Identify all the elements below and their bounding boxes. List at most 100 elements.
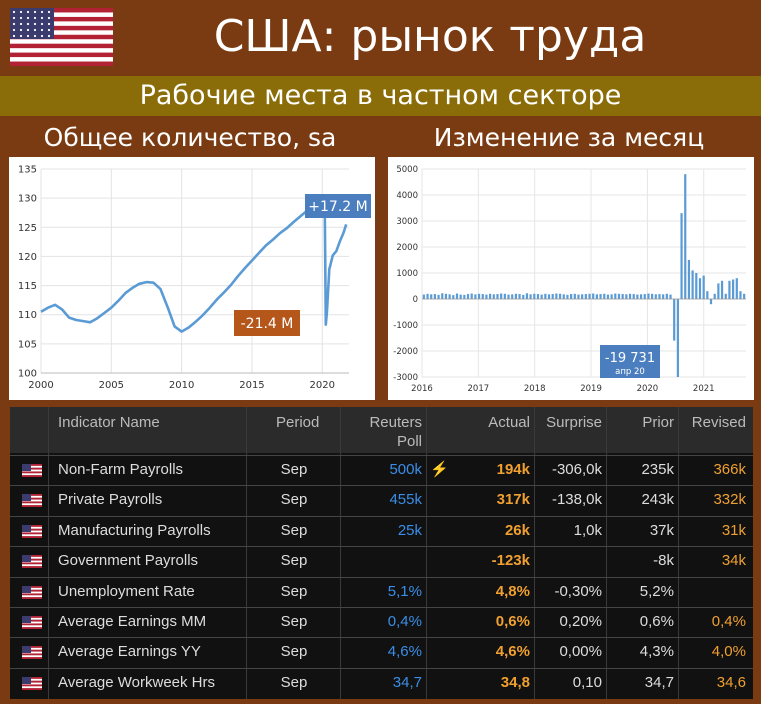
x-tick-label: 2020 [310, 380, 335, 391]
monthly-change-bar [448, 294, 451, 299]
x-tick-label: 2018 [524, 384, 546, 394]
header-period[interactable]: Period [276, 414, 320, 431]
monthly-change-bar [551, 294, 554, 299]
y-tick-label: 5000 [396, 165, 418, 175]
us-flag-icon [22, 494, 42, 508]
x-tick-label: 2021 [693, 384, 715, 394]
indicator-name: Average Workweek Hrs [58, 673, 216, 691]
table-row[interactable]: Average Earnings MM Sep 0,4% 0,6% 0,20% 0,6% 0… [10, 607, 753, 636]
monthly-change-bar [709, 299, 713, 305]
actual-cell: 4,6% [495, 643, 530, 661]
header-reuters-poll[interactable]: Reuters Poll [350, 413, 422, 451]
monthly-change-bar [706, 291, 709, 299]
surprise-cell: -306,0k [551, 461, 602, 478]
monthly-change-bar [507, 294, 510, 299]
table-row[interactable]: Manufacturing Payrolls Sep 25k 26k 1,0k 37k 31… [10, 515, 753, 545]
total-employment-chart: 100 105 110 115 120 125 130 135 2000 2005 2010 2015… [9, 157, 375, 400]
surprise-cell [534, 547, 602, 575]
revised-cell: 4,0% [711, 643, 746, 661]
reuters-poll-cell: 25k [397, 521, 422, 539]
monthly-change-bar [720, 280, 724, 299]
monthly-change-bar [735, 278, 738, 299]
header-reuters-poll-line2: Poll [396, 433, 422, 450]
monthly-change-bar [477, 293, 481, 299]
monthly-change-bar [592, 293, 595, 299]
monthly-change-bar [573, 293, 576, 299]
monthly-change-bar [441, 293, 444, 299]
actual-cell: -123k [491, 552, 530, 570]
table-row[interactable]: Non-Farm Payrolls Sep 500k 194k -306,0k 235k 3… [10, 455, 753, 484]
svg-text:-19 731: -19 731 [605, 351, 655, 366]
monthly-change-bar [691, 270, 694, 299]
monthly-change-bar [547, 294, 551, 299]
monthly-change-bar [632, 294, 635, 299]
callout-loss: -21.4 M [234, 310, 300, 336]
monthly-change-bar [581, 294, 584, 299]
revised-cell: 34k [721, 552, 746, 570]
surprise-cell: 0,20% [559, 613, 602, 630]
actual-cell: 0,6% [495, 613, 530, 630]
monthly-change-bar [455, 293, 459, 299]
left-chart-title: Общее количество, sa [43, 123, 337, 152]
y-tick-label: 135 [18, 165, 37, 176]
y-tick-label: 115 [18, 281, 37, 292]
us-flag-icon [22, 676, 42, 690]
prior-cell: -8k [653, 552, 674, 570]
header-revised[interactable]: Revised [691, 414, 746, 431]
y-tick-label: 0 [413, 295, 418, 305]
x-tick-label: 2005 [99, 380, 124, 391]
monthly-change-bar [555, 293, 558, 299]
monthly-change-bar [496, 294, 499, 299]
us-flag-icon [22, 524, 42, 538]
y-tick-label: 3000 [396, 217, 418, 227]
y-tick-label: -1000 [393, 321, 418, 331]
monthly-change-bar [680, 213, 683, 299]
period-cell: Sep [280, 552, 308, 570]
monthly-change-bar [687, 260, 691, 299]
table-row[interactable]: Average Earnings YY Sep 4,6% 4,6% 0,00% 4,3% 4… [10, 637, 753, 666]
monthly-change-bar [492, 294, 495, 299]
header-prior[interactable]: Prior [642, 414, 674, 431]
indicator-name: Unemployment Rate [58, 582, 195, 600]
x-tick-label: 2019 [580, 384, 602, 394]
total-employment-plot: 100 105 110 115 120 125 130 135 2000 2005 2010 2015… [18, 165, 371, 391]
monthly-change-bar [665, 293, 668, 299]
monthly-change-bar [743, 293, 746, 299]
header-surprise[interactable]: Surprise [546, 414, 602, 431]
monthly-change-bar [654, 294, 657, 299]
monthly-change-bar [470, 293, 473, 299]
actual-cell: 317k [496, 491, 530, 509]
header-indicator-name[interactable]: Indicator Name [58, 414, 160, 431]
monthly-change-bar [422, 294, 425, 299]
monthly-change-bar [647, 293, 650, 299]
prior-cell: 34,7 [644, 673, 674, 691]
monthly-change-bar [628, 293, 632, 299]
revised-cell: 34,6 [716, 673, 746, 691]
period-cell: Sep [280, 461, 308, 478]
header-actual[interactable]: Actual [488, 414, 530, 431]
monthly-change-bar [610, 294, 613, 299]
table-row[interactable]: Government Payrolls Sep -123k -8k 34k [10, 546, 753, 575]
surprise-cell: 0,10 [572, 673, 602, 691]
monthly-change-bar [433, 294, 436, 299]
monthly-change-bar [558, 293, 562, 299]
x-tick-label: 2016 [411, 384, 433, 394]
y-tick-label: -3000 [393, 373, 418, 383]
monthly-change-chart: 5000 4000 3000 2000 1000 0 -1000 -2000 -3000 2016… [388, 157, 754, 400]
revised-cell [678, 578, 746, 606]
svg-text:апр 20: апр 20 [615, 367, 645, 377]
period-cell: Sep [280, 582, 308, 600]
reuters-poll-cell: 4,6% [387, 643, 422, 661]
x-tick-label: 2020 [637, 384, 659, 394]
monthly-change-bar [695, 273, 698, 299]
table-row[interactable]: Average Workweek Hrs Sep 34,7 34,8 0,10 34,7 3… [10, 667, 753, 697]
table-row[interactable]: Private Payrolls Sep 455k 317k -138,0k 243k 33… [10, 485, 753, 514]
callout-gain: +17.2 M [305, 194, 371, 218]
monthly-change-bar [599, 294, 602, 299]
y-tick-label: 105 [18, 339, 37, 350]
monthly-change-bar [584, 294, 587, 299]
table-row[interactable]: Unemployment Rate Sep 5,1% 4,8% -0,30% 5,2% [10, 576, 753, 606]
reuters-poll-cell: 500k [389, 461, 422, 478]
monthly-change-bar [724, 293, 727, 299]
